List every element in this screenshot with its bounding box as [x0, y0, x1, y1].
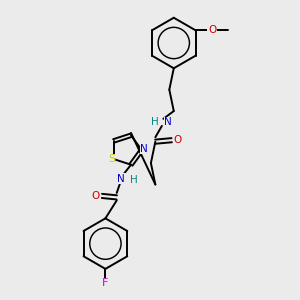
Text: N: N [164, 117, 172, 128]
Text: N: N [117, 174, 125, 184]
Text: O: O [208, 26, 216, 35]
Text: N: N [140, 143, 148, 154]
Text: H: H [130, 175, 138, 184]
Text: F: F [102, 278, 109, 288]
Text: O: O [173, 135, 182, 145]
Text: S: S [108, 154, 115, 164]
Text: H: H [151, 117, 158, 128]
Text: O: O [92, 191, 100, 201]
